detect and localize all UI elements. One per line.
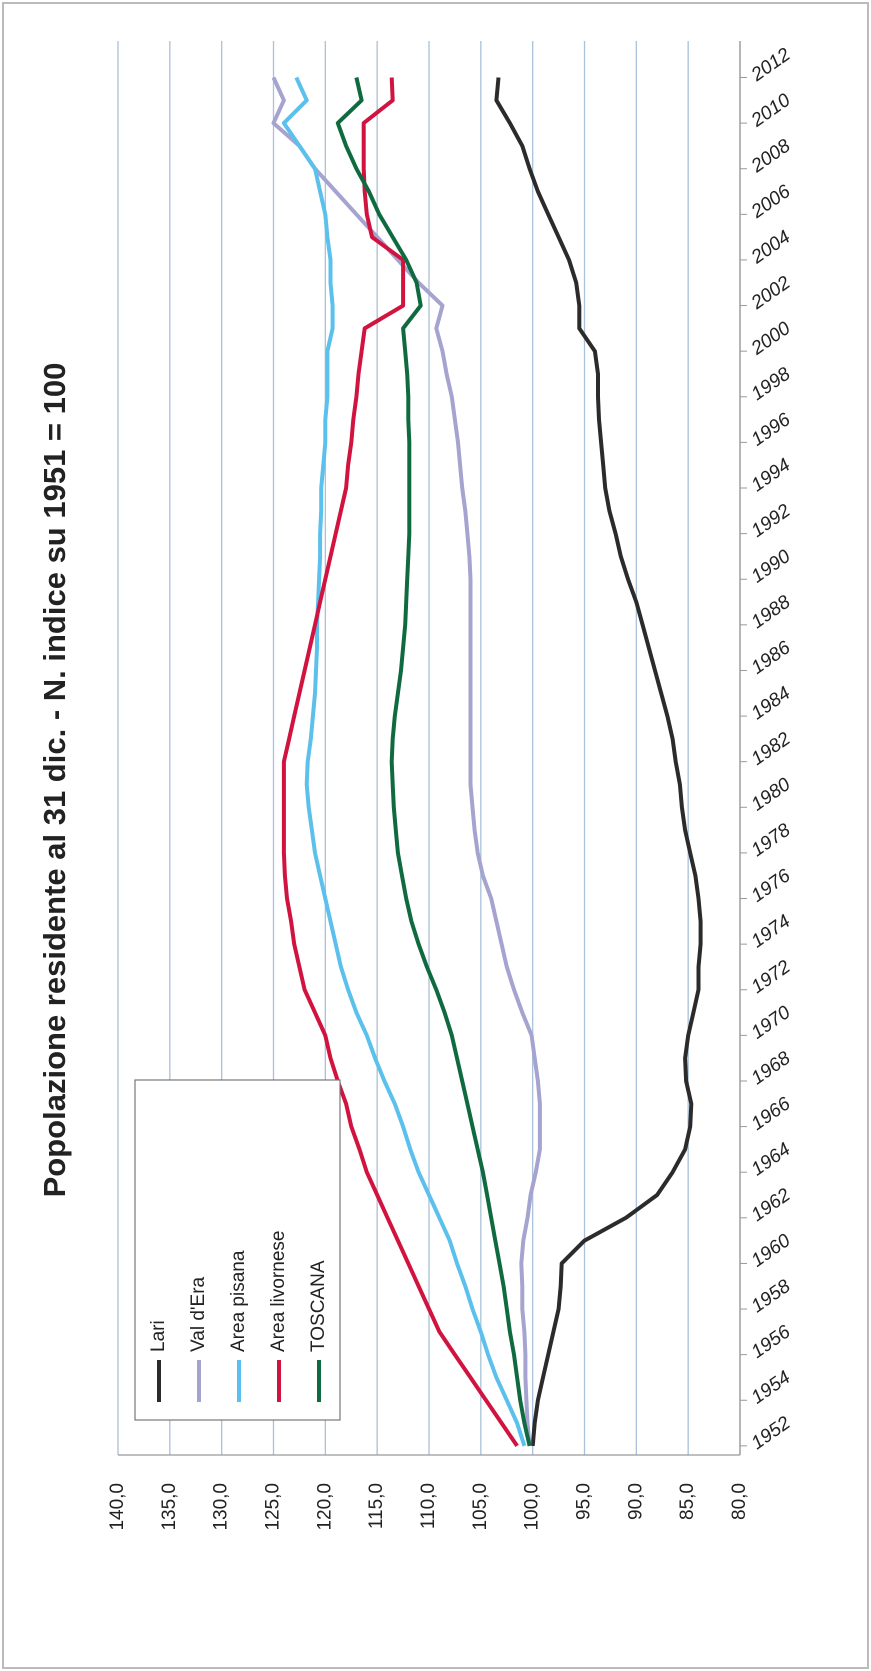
legend-label: Area livornese [268, 1231, 289, 1352]
y-tick-label: 130,0 [211, 1483, 232, 1531]
y-tick-label: 125,0 [263, 1483, 284, 1531]
legend-label: TOSCANA [308, 1260, 329, 1352]
x-tick-label: 1984 [748, 683, 795, 724]
x-tick-label: 1968 [748, 1047, 795, 1089]
x-tick-label: 1960 [748, 1230, 795, 1272]
y-tick-label: 80,0 [729, 1483, 750, 1520]
legend-label: Lari [148, 1320, 169, 1352]
x-tick-label: 1986 [748, 637, 795, 679]
x-tick-label: 1974 [748, 911, 795, 952]
legend-label: Val d'Era [188, 1276, 209, 1352]
y-tick-label: 120,0 [314, 1483, 335, 1531]
x-tick-label: 1996 [748, 409, 795, 451]
x-tick-label: 1994 [748, 455, 795, 496]
y-tick-label: 115,0 [366, 1483, 387, 1529]
x-tick-label: 1958 [748, 1276, 795, 1318]
x-tick-label: 1970 [748, 1002, 795, 1044]
chart: Popolazione residente al 31 dic. - N. in… [37, 41, 795, 1531]
y-tick-label: 135,0 [159, 1483, 180, 1531]
series-line [281, 76, 527, 1447]
x-tick-label: 1964 [748, 1139, 795, 1180]
x-tick-label: 1954 [748, 1367, 795, 1408]
x-tick-label: 1956 [748, 1321, 795, 1363]
x-tick-label: 1976 [748, 865, 795, 907]
x-tick-label: 1988 [748, 591, 795, 633]
legend-label: Area pisana [228, 1250, 249, 1352]
x-tick-label: 2006 [747, 181, 795, 223]
x-tick-label: 1982 [748, 728, 795, 770]
chart-title: Popolazione residente al 31 dic. - N. in… [37, 363, 72, 1198]
series-line [335, 77, 532, 1447]
x-tick-label: 2008 [747, 135, 795, 177]
x-tick-label: 1952 [748, 1412, 795, 1454]
series-line [494, 77, 703, 1447]
series-line [281, 77, 519, 1448]
x-tick-label: 1966 [748, 1093, 795, 1135]
x-tick-label: 1980 [748, 774, 795, 816]
x-tick-label: 2012 [747, 44, 795, 86]
y-tick-label: 85,0 [677, 1483, 698, 1520]
x-tick-label: 1962 [748, 1184, 795, 1226]
x-tick-label: 1992 [748, 500, 795, 542]
series-line [271, 76, 542, 1447]
x-tick-label: 2000 [747, 318, 795, 360]
x-tick-label: 1978 [748, 819, 795, 861]
y-tick-label: 140,0 [107, 1483, 128, 1531]
y-tick-label: 105,0 [470, 1483, 491, 1531]
x-tick-label: 1998 [748, 363, 795, 405]
x-tick-label: 2002 [747, 272, 795, 314]
y-tick-label: 110,0 [418, 1483, 439, 1529]
x-tick-label: 1990 [748, 546, 795, 588]
y-tick-label: 95,0 [574, 1483, 595, 1520]
x-tick-label: 2010 [747, 90, 795, 132]
y-tick-label: 90,0 [625, 1483, 646, 1520]
y-tick-label: 100,0 [522, 1483, 543, 1531]
legend-box [134, 1079, 341, 1421]
x-tick-label: 2004 [747, 227, 794, 269]
x-tick-label: 1972 [748, 956, 795, 998]
